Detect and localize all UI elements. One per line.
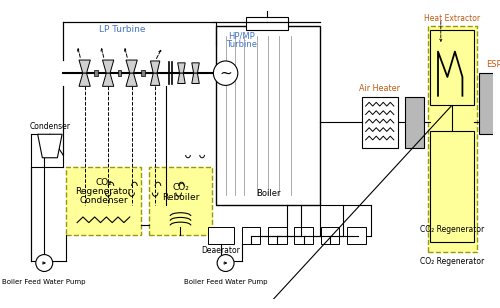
Text: Boiler: Boiler xyxy=(256,189,280,198)
Bar xyxy=(480,73,500,134)
Bar xyxy=(94,70,98,76)
Polygon shape xyxy=(79,73,90,86)
Bar xyxy=(320,227,340,244)
Polygon shape xyxy=(178,63,185,73)
Text: Boiler Feed Water Pump: Boiler Feed Water Pump xyxy=(2,279,86,285)
Text: Boiler Feed Water Pump: Boiler Feed Water Pump xyxy=(184,279,268,285)
Polygon shape xyxy=(192,73,200,83)
Polygon shape xyxy=(126,73,138,86)
Text: HP/MP: HP/MP xyxy=(228,31,255,40)
Polygon shape xyxy=(79,60,90,73)
Polygon shape xyxy=(102,60,114,73)
Circle shape xyxy=(36,254,52,271)
Polygon shape xyxy=(102,73,114,86)
Polygon shape xyxy=(150,61,160,73)
Polygon shape xyxy=(38,134,62,158)
Bar xyxy=(148,167,212,235)
Text: Reboiler: Reboiler xyxy=(162,193,199,202)
Bar xyxy=(268,227,286,244)
Bar xyxy=(405,97,424,148)
Bar xyxy=(141,70,145,76)
Text: Deaerator: Deaerator xyxy=(202,246,240,255)
Text: Condenser: Condenser xyxy=(79,197,128,205)
Polygon shape xyxy=(192,63,200,73)
Circle shape xyxy=(214,61,238,85)
Text: ESP: ESP xyxy=(486,60,500,69)
Bar xyxy=(118,70,122,76)
Bar xyxy=(428,26,476,252)
Bar xyxy=(294,227,313,244)
Bar xyxy=(430,30,474,105)
Polygon shape xyxy=(178,73,185,83)
Polygon shape xyxy=(150,73,160,85)
Text: CO₂: CO₂ xyxy=(172,183,189,192)
Text: Regenerator: Regenerator xyxy=(76,187,132,196)
Text: LP Turbine: LP Turbine xyxy=(99,26,146,34)
Bar xyxy=(347,227,366,244)
Text: Turbine: Turbine xyxy=(226,39,257,49)
Bar xyxy=(242,227,260,244)
Text: CO₂: CO₂ xyxy=(95,178,112,187)
Text: Condenser: Condenser xyxy=(30,122,70,131)
Bar xyxy=(208,227,234,244)
Text: Air Heater: Air Heater xyxy=(359,84,400,93)
Bar xyxy=(246,17,288,30)
Bar xyxy=(66,167,141,235)
Bar xyxy=(362,97,398,148)
Text: Heat Extractor: Heat Extractor xyxy=(424,14,480,23)
Text: CO₂ Regenerator: CO₂ Regenerator xyxy=(420,225,484,234)
Text: CO₂ Regenerator: CO₂ Regenerator xyxy=(420,257,484,265)
Bar xyxy=(430,132,474,242)
Circle shape xyxy=(217,254,234,271)
Text: ~: ~ xyxy=(219,66,232,81)
Bar xyxy=(216,26,320,205)
Polygon shape xyxy=(126,60,138,73)
